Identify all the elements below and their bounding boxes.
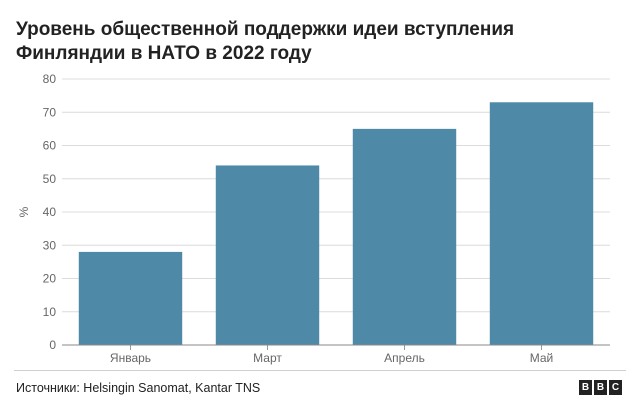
- y-tick-label: 10: [43, 305, 57, 319]
- y-tick-label: 60: [43, 139, 57, 153]
- chart-title: Уровень общественной поддержки идеи всту…: [16, 19, 515, 64]
- y-tick-label: 40: [43, 205, 57, 219]
- footer-divider: [14, 370, 626, 371]
- x-category-label: Май: [530, 351, 554, 365]
- y-tick-label: 30: [43, 238, 57, 252]
- source-note: Источники: Helsingin Sanomat, Kantar TNS: [16, 381, 261, 395]
- bbc-logo-letter: B: [594, 380, 607, 395]
- bar: [352, 128, 457, 345]
- bbc-logo-letter: B: [579, 380, 592, 395]
- bars: [78, 102, 594, 346]
- bbc-logo-letter: C: [609, 380, 622, 395]
- bbc-logo: B B C: [579, 380, 622, 395]
- y-tick-label: 20: [43, 272, 57, 286]
- bar: [489, 102, 594, 346]
- y-tick-label: 0: [49, 338, 56, 352]
- bar: [78, 251, 183, 345]
- x-category-label: Март: [253, 351, 282, 365]
- x-axis-labels: Январь Март Апрель Май: [110, 345, 553, 365]
- y-tick-label: 50: [43, 172, 57, 186]
- y-axis-title: %: [17, 206, 31, 217]
- y-axis-ticks: 0 10 20 30 40 50 60 70 80: [43, 72, 57, 352]
- bar: [215, 165, 320, 345]
- y-tick-label: 80: [43, 72, 57, 86]
- x-category-label: Январь: [110, 351, 151, 365]
- x-category-label: Апрель: [384, 351, 425, 365]
- y-tick-label: 70: [43, 105, 57, 119]
